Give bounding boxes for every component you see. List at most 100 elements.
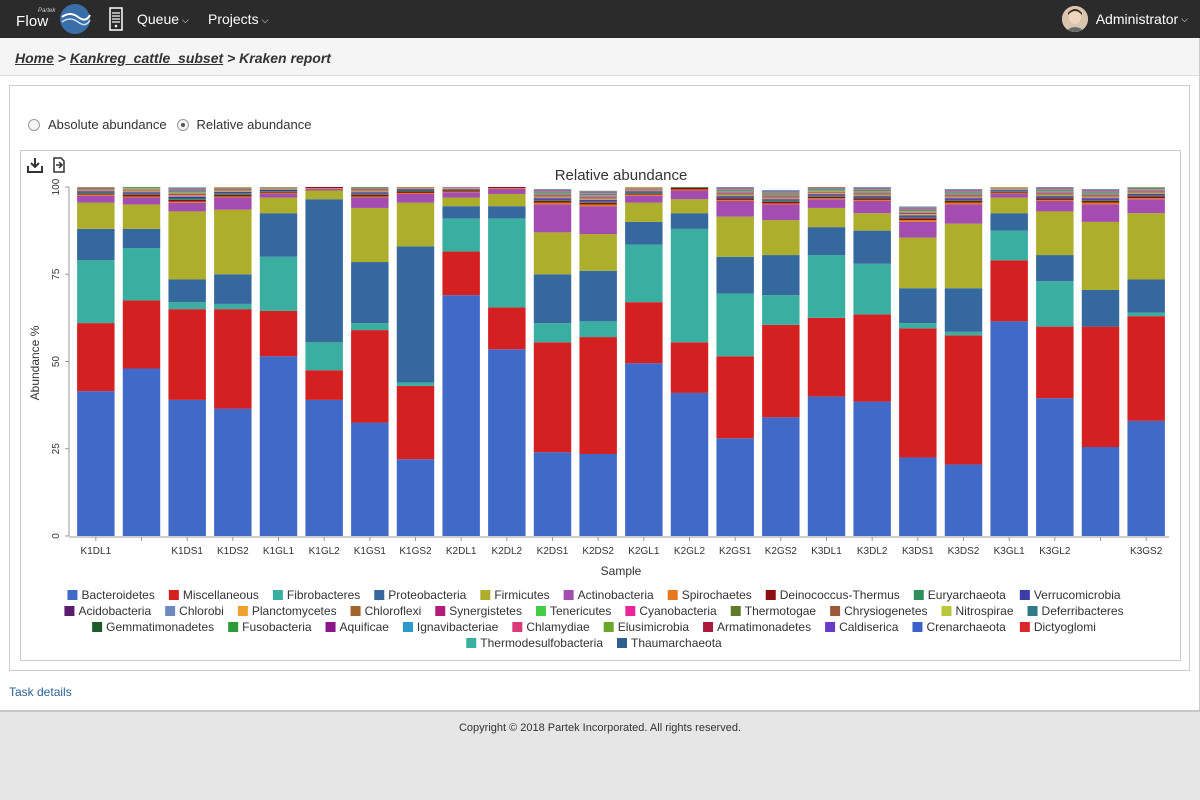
bar-segment[interactable]	[122, 204, 161, 229]
legend-item[interactable]: Bacteroidetes	[67, 588, 155, 602]
bar-segment[interactable]	[351, 190, 389, 191]
bar-segment[interactable]	[1081, 204, 1120, 222]
bar-segment[interactable]	[214, 408, 252, 536]
bar-segment[interactable]	[670, 213, 709, 229]
bar-segment[interactable]	[77, 192, 115, 194]
bar-segment[interactable]	[396, 382, 435, 386]
bar-segment[interactable]	[579, 197, 617, 199]
bar-segment[interactable]	[1036, 197, 1074, 199]
legend-item[interactable]: Caldiserica	[825, 620, 899, 634]
bar-segment[interactable]	[259, 310, 298, 357]
bar-segment[interactable]	[533, 196, 572, 198]
bar-segment[interactable]	[899, 221, 937, 238]
bar-segment[interactable]	[214, 209, 252, 275]
bar-segment[interactable]	[305, 190, 343, 200]
bar-segment[interactable]	[990, 197, 1028, 214]
bar-segment[interactable]	[944, 200, 983, 203]
bar-segment[interactable]	[853, 194, 891, 196]
bar-segment[interactable]	[259, 188, 298, 190]
bar-segment[interactable]	[944, 196, 983, 198]
bar-segment[interactable]	[625, 191, 663, 192]
bar-segment[interactable]	[168, 211, 206, 280]
bar-segment[interactable]	[214, 190, 252, 192]
bar-segment[interactable]	[259, 187, 298, 189]
bar-stack[interactable]	[944, 189, 983, 536]
legend-item[interactable]: Fusobacteria	[228, 620, 312, 634]
bar-segment[interactable]	[259, 193, 298, 198]
bar-segment[interactable]	[168, 302, 206, 310]
breadcrumb-project-link[interactable]: Kankreg_cattle_subset	[69, 50, 224, 66]
bar-segment[interactable]	[762, 199, 800, 201]
bar-segment[interactable]	[899, 214, 937, 215]
bar-segment[interactable]	[579, 204, 617, 207]
bar-segment[interactable]	[990, 192, 1028, 194]
bar-segment[interactable]	[853, 230, 891, 264]
bar-segment[interactable]	[762, 324, 800, 418]
bar-segment[interactable]	[990, 230, 1028, 261]
bar-segment[interactable]	[807, 192, 846, 194]
bar-segment[interactable]	[716, 196, 754, 198]
bar-segment[interactable]	[442, 295, 480, 536]
bar-segment[interactable]	[990, 260, 1028, 322]
bar-segment[interactable]	[214, 274, 252, 304]
bar-segment[interactable]	[1127, 191, 1165, 193]
bar-segment[interactable]	[305, 342, 343, 371]
bar-segment[interactable]	[533, 342, 572, 453]
bar-segment[interactable]	[1127, 196, 1165, 199]
bar-segment[interactable]	[579, 198, 617, 200]
bar-segment[interactable]	[899, 237, 937, 289]
bar-stack[interactable]	[1081, 189, 1120, 536]
bar-segment[interactable]	[944, 288, 983, 332]
bar-segment[interactable]	[168, 202, 206, 212]
bar-segment[interactable]	[853, 193, 891, 194]
bar-segment[interactable]	[77, 188, 115, 190]
bar-segment[interactable]	[899, 215, 937, 217]
bar-segment[interactable]	[214, 189, 252, 191]
bar-segment[interactable]	[533, 199, 572, 201]
bar-segment[interactable]	[944, 198, 983, 199]
bar-segment[interactable]	[396, 189, 435, 191]
bar-segment[interactable]	[944, 464, 983, 536]
bar-segment[interactable]	[77, 323, 115, 392]
bar-segment[interactable]	[396, 190, 435, 192]
bar-segment[interactable]	[168, 196, 206, 198]
bar-segment[interactable]	[259, 197, 298, 214]
bar-segment[interactable]	[214, 192, 252, 194]
bar-segment[interactable]	[305, 399, 343, 536]
legend-item[interactable]: Actinobacteria	[563, 588, 654, 602]
bar-segment[interactable]	[1127, 312, 1165, 317]
bar-segment[interactable]	[214, 197, 252, 210]
bar-segment[interactable]	[670, 190, 709, 200]
bar-segment[interactable]	[351, 262, 389, 324]
bar-segment[interactable]	[122, 191, 161, 193]
bar-segment[interactable]	[1127, 316, 1165, 421]
bar-segment[interactable]	[762, 197, 800, 198]
bar-segment[interactable]	[853, 196, 891, 197]
bar-segment[interactable]	[1081, 196, 1120, 198]
bar-segment[interactable]	[853, 196, 891, 198]
legend-item[interactable]: Armatimonadetes	[703, 620, 811, 634]
bar-segment[interactable]	[579, 199, 617, 200]
bar-segment[interactable]	[396, 189, 435, 190]
bar-segment[interactable]	[351, 194, 389, 197]
bar-segment[interactable]	[670, 189, 709, 191]
bar-segment[interactable]	[442, 191, 480, 193]
bar-segment[interactable]	[1036, 194, 1074, 196]
bar-segment[interactable]	[1127, 194, 1165, 196]
bar-segment[interactable]	[1036, 281, 1074, 327]
bar-segment[interactable]	[305, 188, 343, 189]
bar-segment[interactable]	[1081, 326, 1120, 448]
bar-segment[interactable]	[77, 194, 115, 196]
bar-segment[interactable]	[579, 337, 617, 454]
bar-segment[interactable]	[625, 190, 663, 192]
bar-segment[interactable]	[533, 198, 572, 199]
bar-segment[interactable]	[807, 196, 846, 199]
bar-segment[interactable]	[716, 256, 754, 294]
bar-segment[interactable]	[533, 232, 572, 275]
bar-stack[interactable]	[396, 187, 435, 536]
bar-segment[interactable]	[944, 331, 983, 336]
bar-segment[interactable]	[533, 202, 572, 205]
legend-item[interactable]: Nitrospirae	[941, 604, 1014, 618]
bar-segment[interactable]	[77, 187, 115, 189]
bar-segment[interactable]	[168, 195, 206, 197]
